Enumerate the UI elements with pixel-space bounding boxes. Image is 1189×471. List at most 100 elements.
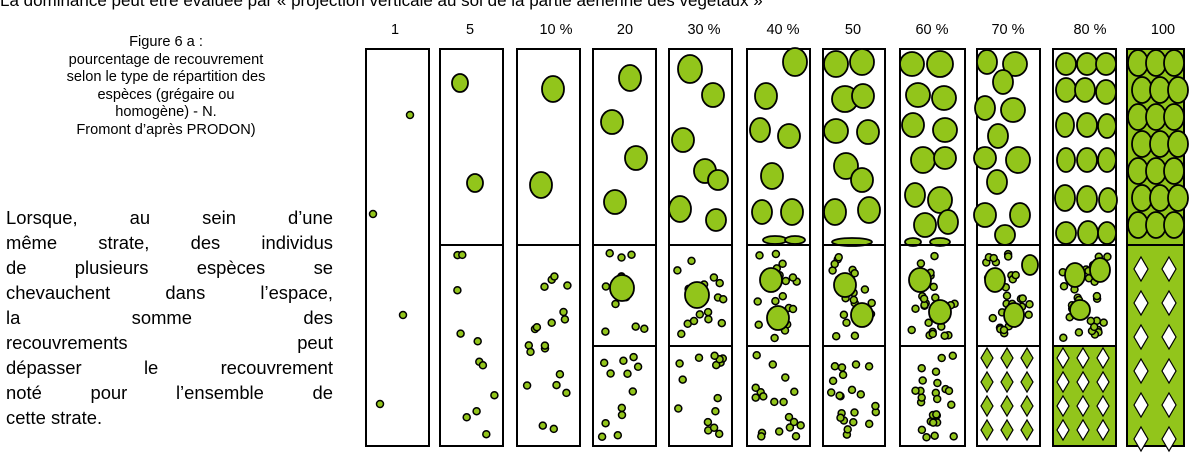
lattice-diamond xyxy=(1161,357,1177,385)
vegetation-dot xyxy=(754,320,763,329)
vegetation-patch xyxy=(1005,146,1031,174)
lattice-diamond xyxy=(1000,418,1014,442)
caption-line: selon le type de répartition des xyxy=(66,69,266,86)
vegetation-dot xyxy=(1099,318,1108,327)
vegetation-patch xyxy=(850,302,874,328)
vegetation-dot xyxy=(1103,252,1112,262)
caption-line: pourcentage de recouvrement xyxy=(68,51,264,68)
vegetation-patch xyxy=(1054,184,1076,212)
vegetation-patch xyxy=(994,224,1016,246)
vegetation-dot xyxy=(929,282,938,292)
vegetation-patch xyxy=(1167,76,1189,104)
vegetation-dot xyxy=(490,390,499,400)
vegetation-dot xyxy=(714,429,724,439)
lattice-diamond xyxy=(1133,289,1149,317)
vegetation-patch xyxy=(856,119,880,145)
vegetation-patch xyxy=(1127,157,1149,185)
lattice-diamond xyxy=(1133,323,1149,351)
caption-line: Fromont d’après PRODON) xyxy=(76,121,256,138)
vegetation-dot xyxy=(999,325,1009,335)
vegetation-dot xyxy=(851,360,861,369)
vegetation-dot xyxy=(560,315,570,324)
vegetation-dot xyxy=(988,313,998,323)
lattice-diamond xyxy=(1056,346,1070,370)
vegetation-dot xyxy=(597,432,607,441)
vegetation-dot xyxy=(715,278,724,288)
body-line: recouvrements peut xyxy=(6,332,333,353)
vegetation-dot xyxy=(949,432,958,441)
percent-label: 20 xyxy=(617,22,633,38)
vegetation-patch xyxy=(986,169,1008,195)
vegetation-dot xyxy=(836,413,845,423)
vegetation-dot xyxy=(605,249,614,258)
vegetation-patch xyxy=(913,212,937,238)
vegetation-dot xyxy=(911,304,920,313)
vegetation-dot xyxy=(826,388,836,397)
vegetation-dot xyxy=(759,392,768,401)
vegetation-patch xyxy=(1076,185,1098,213)
vegetation-dot xyxy=(751,393,760,402)
lattice-diamond xyxy=(1056,394,1070,418)
vegetation-dot xyxy=(703,307,713,317)
vegetation-patch xyxy=(1009,202,1031,228)
lattice-diamond xyxy=(1161,391,1177,419)
vegetation-patch xyxy=(1064,262,1086,288)
body-line: même strate, des individus xyxy=(6,232,333,253)
vegetation-dot xyxy=(617,253,626,262)
percent-label: 1 xyxy=(391,22,399,38)
vegetation-patch xyxy=(624,145,648,171)
vegetation-patch xyxy=(1167,184,1189,212)
vegetation-patch xyxy=(973,146,997,170)
vegetation-patch xyxy=(671,127,695,153)
vegetation-dot xyxy=(924,318,933,328)
vegetation-dot xyxy=(867,298,876,308)
vegetation-dot xyxy=(849,417,858,427)
vegetation-dot xyxy=(1059,333,1068,343)
vegetation-patch xyxy=(1167,130,1189,158)
vegetation-dot xyxy=(675,359,684,368)
vegetation-patch xyxy=(1163,103,1185,131)
vegetation-dot xyxy=(677,329,686,339)
vegetation-patch xyxy=(976,49,998,75)
vegetation-dot xyxy=(847,385,857,395)
vegetation-dot xyxy=(790,387,799,397)
vegetation-patch xyxy=(933,146,957,170)
vegetation-dot xyxy=(631,322,640,331)
vegetation-dot xyxy=(835,391,844,400)
vegetation-dot xyxy=(695,310,705,319)
vegetation-dot xyxy=(617,410,627,420)
lattice-diamond xyxy=(1000,346,1014,370)
vegetation-dot xyxy=(559,307,568,317)
vegetation-patch xyxy=(1002,51,1028,77)
lattice-diamond xyxy=(1133,391,1149,419)
vegetation-dot xyxy=(709,273,719,282)
vegetation-dot xyxy=(928,329,938,339)
vegetation-patch xyxy=(1000,97,1026,123)
vegetation-dot xyxy=(850,331,860,341)
vegetation-dot xyxy=(555,370,565,379)
vegetation-patch xyxy=(603,189,627,215)
lattice-diamond xyxy=(1076,346,1090,370)
vegetation-dot xyxy=(768,360,778,369)
coverage-panel xyxy=(516,48,581,447)
vegetation-patch xyxy=(1055,52,1077,76)
vegetation-dot xyxy=(640,324,649,334)
lattice-diamond xyxy=(1020,418,1034,442)
vegetation-dot xyxy=(703,417,713,427)
lattice-diamond xyxy=(1133,425,1149,453)
vegetation-dot xyxy=(860,285,870,294)
caption-line: homogène) - N. xyxy=(115,104,217,121)
vegetation-patch xyxy=(1149,130,1171,158)
vegetation-patch xyxy=(780,198,804,226)
vegetation-dot xyxy=(771,296,780,306)
lattice-diamond xyxy=(1020,346,1034,370)
vegetation-patch xyxy=(1163,157,1185,185)
vegetation-patch xyxy=(901,112,925,138)
vegetation-dot xyxy=(375,399,385,409)
vegetation-patch xyxy=(1055,77,1077,103)
vegetation-dot xyxy=(552,380,561,390)
body-line: cette strate. xyxy=(6,407,103,428)
vegetation-patch xyxy=(1131,76,1153,104)
vegetation-dot xyxy=(718,294,728,304)
vegetation-patch xyxy=(987,123,1009,149)
